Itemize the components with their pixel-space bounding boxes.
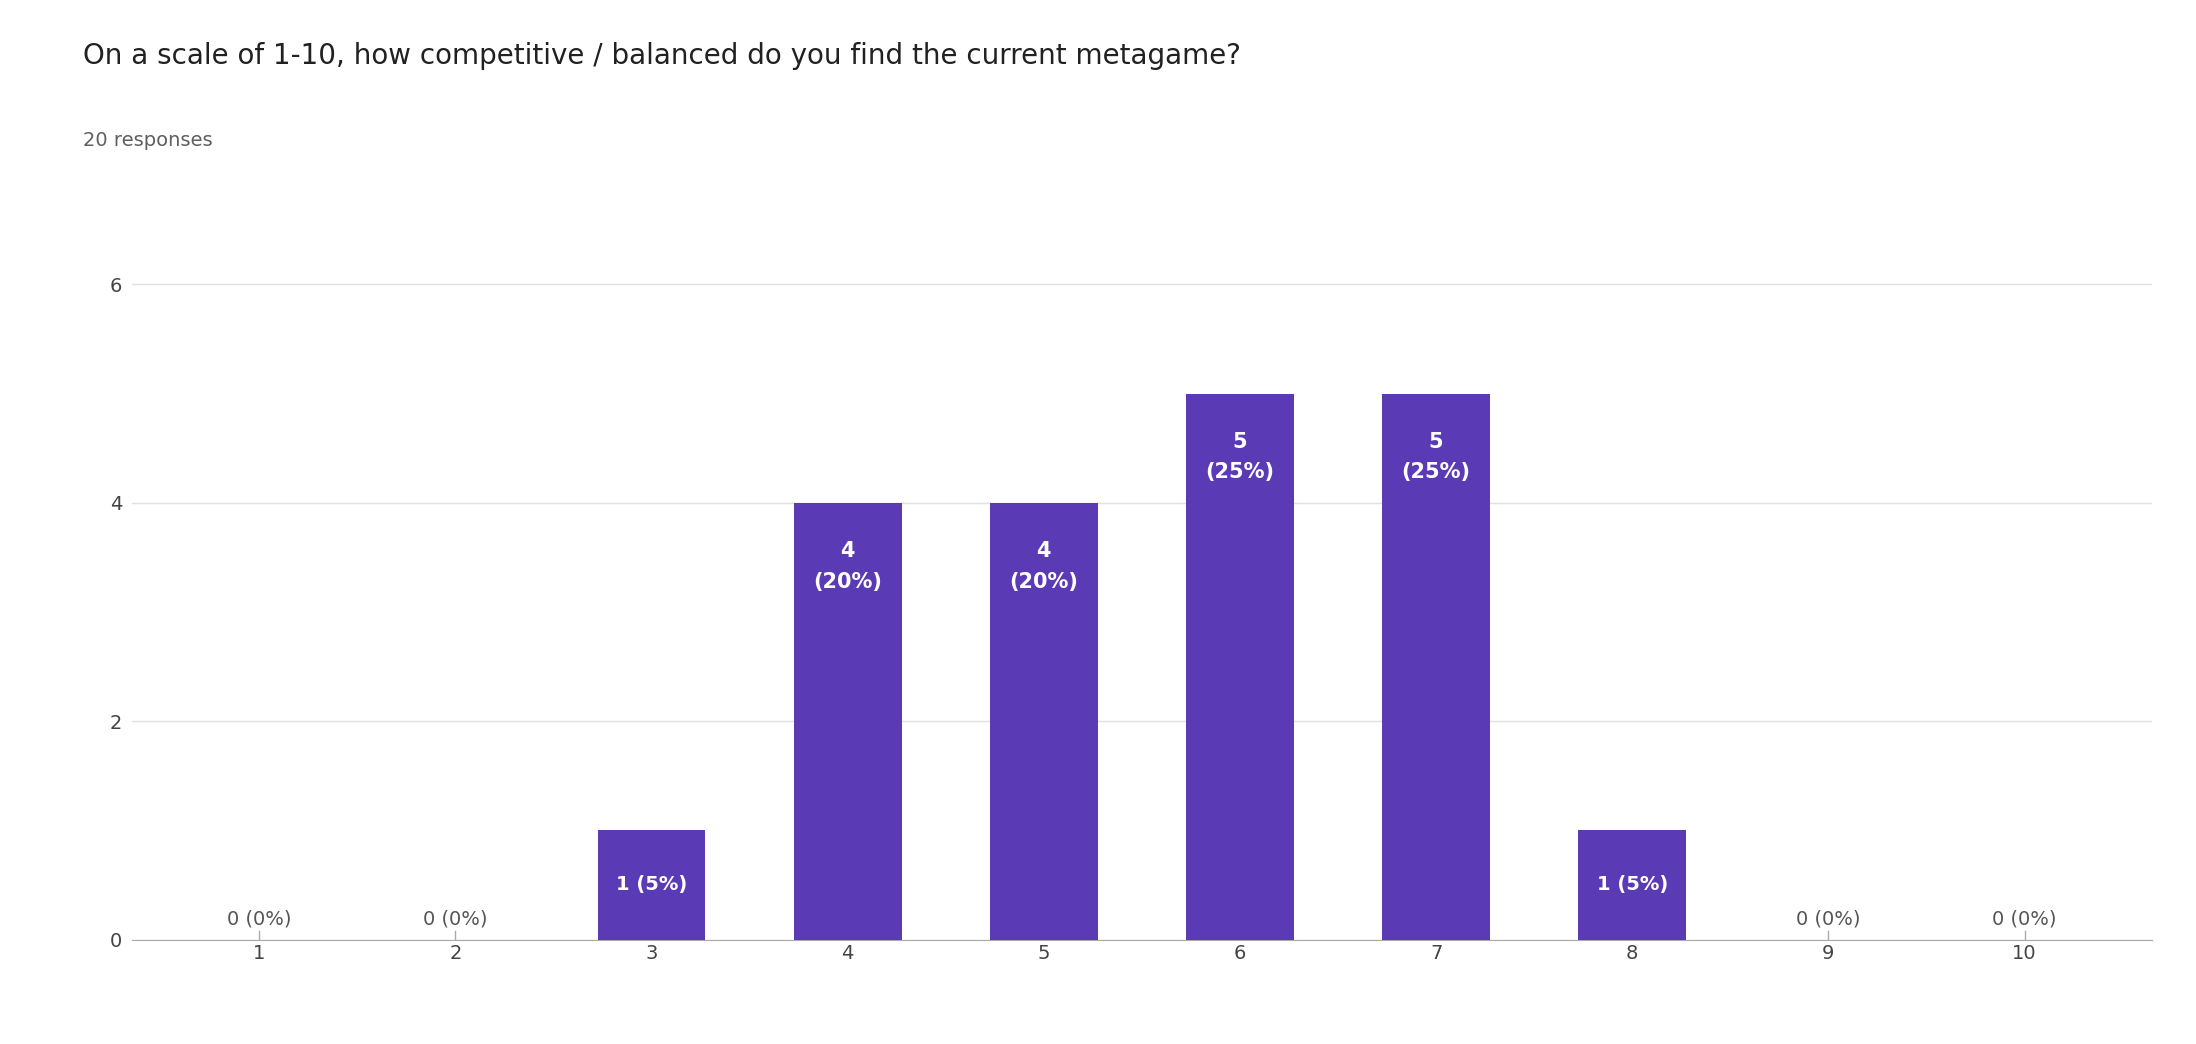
Text: 1 (5%): 1 (5%) [1596,876,1669,895]
Bar [1381,394,1491,940]
Text: 5: 5 [1430,432,1443,452]
Text: (25%): (25%) [1206,462,1274,482]
Text: 20 responses: 20 responses [83,130,213,149]
Text: 0 (0%): 0 (0%) [424,909,488,929]
Text: 0 (0%): 0 (0%) [1796,909,1860,929]
Text: On a scale of 1-10, how competitive / balanced do you find the current metagame?: On a scale of 1-10, how competitive / ba… [83,42,1241,70]
Text: 5: 5 [1232,432,1247,452]
Bar [793,503,903,940]
Bar [990,503,1098,940]
Bar [597,830,705,940]
Text: 4: 4 [841,541,854,561]
Text: 1 (5%): 1 (5%) [615,876,687,895]
Text: 0 (0%): 0 (0%) [226,909,292,929]
Text: 0 (0%): 0 (0%) [1992,909,2058,929]
Text: (20%): (20%) [1010,571,1078,592]
Text: 4: 4 [1037,541,1052,561]
Text: (25%): (25%) [1401,462,1471,482]
Bar [1579,830,1687,940]
Bar [1186,394,1293,940]
Text: (20%): (20%) [813,571,883,592]
